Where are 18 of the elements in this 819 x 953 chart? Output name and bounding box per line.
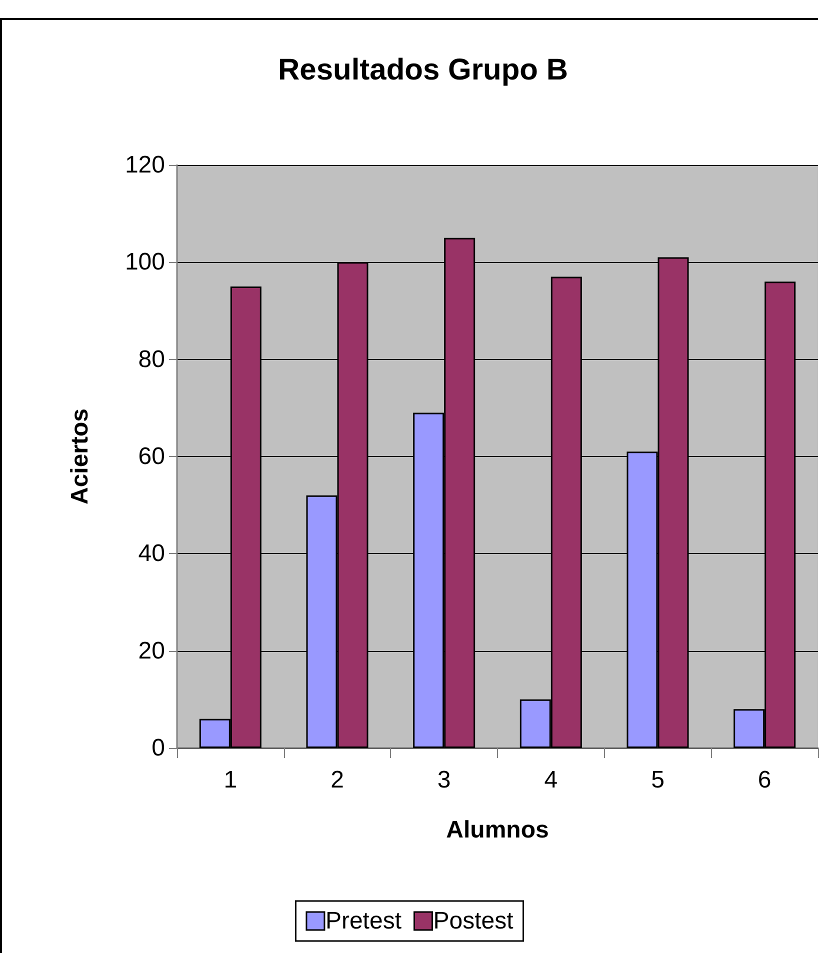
x-tick-label: 6: [758, 766, 772, 794]
y-tick-label: 40: [138, 540, 165, 568]
y-tick-label: 0: [152, 734, 165, 762]
y-tick-label: 80: [138, 346, 165, 373]
legend-label: Postest: [433, 908, 514, 934]
x-tick-label: 5: [651, 766, 664, 794]
x-axis-title: Alumnos: [446, 816, 549, 844]
x-tick-label: 1: [224, 766, 238, 794]
y-tick-label: 100: [124, 248, 165, 276]
y-tick-label: 20: [138, 637, 165, 664]
x-tick-label: 2: [330, 766, 344, 794]
x-tick-label: 3: [437, 766, 451, 794]
legend-label: Pretest: [325, 908, 402, 934]
y-axis-title: Aciertos: [66, 408, 94, 505]
y-tick-label: 60: [138, 443, 165, 470]
y-tick-label: 120: [124, 152, 165, 178]
chart-title: Resultados Grupo B: [278, 54, 568, 86]
x-tick-label: 4: [544, 766, 558, 794]
